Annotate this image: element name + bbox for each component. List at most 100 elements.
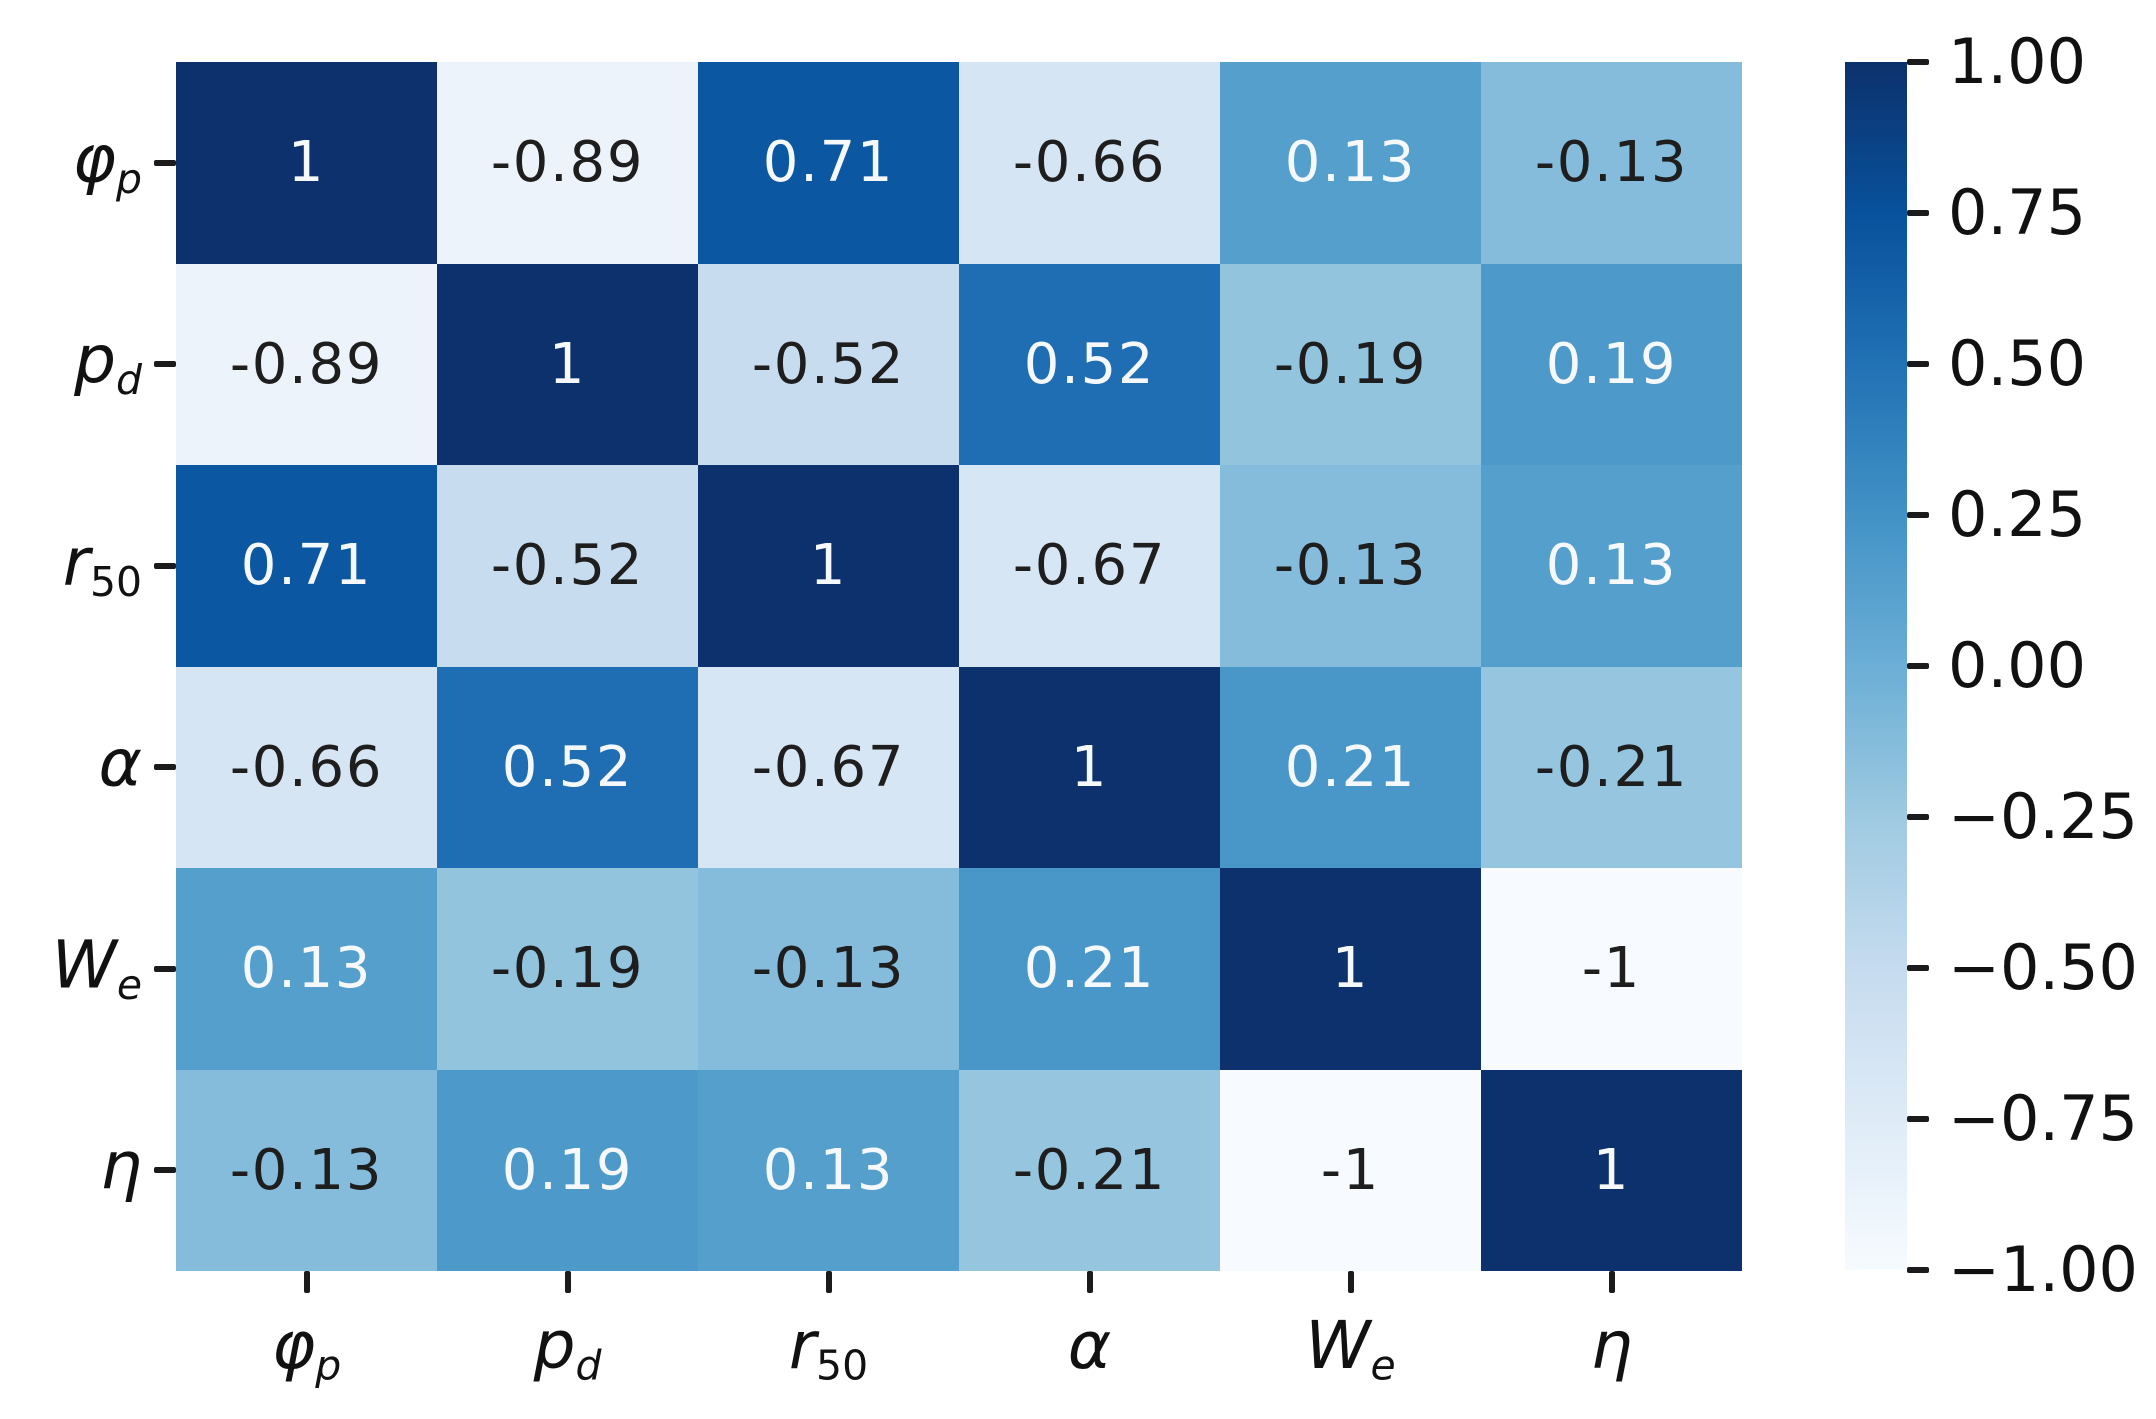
axis-label-base: W xyxy=(1305,1307,1371,1384)
axis-label-subscript: d xyxy=(575,1341,602,1390)
axis-label-base: η xyxy=(100,1127,142,1205)
y-axis-tick xyxy=(154,764,176,771)
cell-value: -0.66 xyxy=(229,734,384,800)
cell-value: 1 xyxy=(1331,936,1370,1002)
heatmap-cell: -1 xyxy=(1481,868,1742,1070)
cell-value: 0.21 xyxy=(1284,734,1417,800)
x-axis-label: α xyxy=(1068,1313,1112,1386)
colorbar-tick-label: 0.00 xyxy=(1948,629,2087,702)
x-axis-label: pd xyxy=(534,1313,602,1386)
heatmap-cell: -0.21 xyxy=(959,1069,1220,1271)
colorbar-tick-label: 0.50 xyxy=(1948,327,2087,400)
heatmap-cell: 0.21 xyxy=(1220,666,1481,868)
heatmap: 1 -0.89 0.71 -0.66 0.13 -0.13 -0.89 1 -0.52 0.52 -… xyxy=(176,62,1742,1271)
axis-label-subscript: e xyxy=(1370,1341,1396,1390)
axis-label-subscript: 50 xyxy=(89,557,142,606)
axis-label-base: φ xyxy=(271,1307,316,1384)
cell-value: 0.71 xyxy=(762,130,895,196)
x-axis-tick xyxy=(303,1271,310,1293)
heatmap-cell: 0.13 xyxy=(1220,62,1481,264)
y-axis-label: η xyxy=(100,1133,142,1207)
cell-value: -0.13 xyxy=(229,1137,384,1203)
x-axis-label: r50 xyxy=(789,1313,868,1386)
axis-label-base: r xyxy=(62,523,90,601)
cell-value: -0.67 xyxy=(1012,533,1167,599)
cell-value: 1 xyxy=(287,130,326,196)
cell-value: -0.52 xyxy=(751,331,906,397)
y-axis-label: φp xyxy=(72,126,142,199)
heatmap-cell: 0.19 xyxy=(437,1069,698,1271)
colorbar-tick-label: 0.75 xyxy=(1948,176,2087,249)
colorbar-tick xyxy=(1907,59,1929,65)
axis-label-base: φ xyxy=(72,120,117,198)
colorbar-tick xyxy=(1907,361,1929,367)
cell-value: 0.13 xyxy=(1284,130,1417,196)
heatmap-cell: -0.52 xyxy=(437,465,698,667)
cell-value: -0.13 xyxy=(1534,130,1689,196)
heatmap-cell: 0.21 xyxy=(959,868,1220,1070)
heatmap-cell: -0.19 xyxy=(437,868,698,1070)
x-axis-tick xyxy=(564,1271,571,1293)
cell-value: -0.19 xyxy=(1273,331,1428,397)
cell-value: 0.52 xyxy=(1023,331,1156,397)
heatmap-cell: 0.13 xyxy=(176,868,437,1070)
cell-value: 0.19 xyxy=(501,1137,634,1203)
cell-value: -0.19 xyxy=(490,936,645,1002)
heatmap-cell: 0.19 xyxy=(1481,263,1742,465)
cell-value: 0.13 xyxy=(1545,533,1678,599)
axis-label-base: p xyxy=(74,321,117,399)
heatmap-cell: -0.66 xyxy=(176,666,437,868)
colorbar-tick-label: −1.00 xyxy=(1948,1233,2138,1306)
cell-value: 1 xyxy=(1592,1137,1631,1203)
cell-value: 1 xyxy=(809,533,848,599)
cell-value: 0.71 xyxy=(240,533,373,599)
y-axis-label: α xyxy=(98,730,142,804)
y-axis-label: r50 xyxy=(63,529,142,602)
heatmap-cell: 0.52 xyxy=(437,666,698,868)
heatmap-cell: -1 xyxy=(1220,1069,1481,1271)
heatmap-cell: 1 xyxy=(176,62,437,264)
x-axis-tick xyxy=(825,1271,832,1293)
y-axis-label: We xyxy=(52,932,142,1005)
heatmap-cell: 0.13 xyxy=(698,1069,959,1271)
cell-value: -0.66 xyxy=(1012,130,1167,196)
cell-value: -0.89 xyxy=(490,130,645,196)
axis-label-subscript: e xyxy=(116,960,142,1009)
heatmap-cell: 0.71 xyxy=(698,62,959,264)
colorbar-tick xyxy=(1907,814,1929,820)
x-axis-label: φp xyxy=(272,1313,342,1386)
y-axis-tick xyxy=(154,1167,176,1174)
heatmap-cell: -0.89 xyxy=(437,62,698,264)
heatmap-cell: 1 xyxy=(959,666,1220,868)
heatmap-cell: 1 xyxy=(437,263,698,465)
x-axis-tick xyxy=(1086,1271,1093,1293)
cell-value: -0.21 xyxy=(1012,1137,1167,1203)
heatmap-cell: 1 xyxy=(698,465,959,667)
cell-value: 0.21 xyxy=(1023,936,1156,1002)
heatmap-cell: -0.21 xyxy=(1481,666,1742,868)
axis-label-base: η xyxy=(1590,1307,1633,1384)
heatmap-cell: 1 xyxy=(1481,1069,1742,1271)
cell-value: 0.13 xyxy=(762,1137,895,1203)
cell-value: -0.89 xyxy=(229,331,384,397)
heatmap-cell: 1 xyxy=(1220,868,1481,1070)
heatmap-cell: 0.52 xyxy=(959,263,1220,465)
axis-label-base: p xyxy=(533,1307,576,1384)
heatmap-cell: -0.67 xyxy=(698,666,959,868)
cell-value: -0.13 xyxy=(751,936,906,1002)
cell-value: -0.52 xyxy=(490,533,645,599)
axis-label-subscript: p xyxy=(116,154,142,203)
heatmap-cell: -0.13 xyxy=(1220,465,1481,667)
y-axis-tick xyxy=(154,361,176,368)
cell-value: -1 xyxy=(1320,1137,1381,1203)
y-axis-label: pd xyxy=(74,327,142,405)
y-axis-tick xyxy=(154,965,176,972)
heatmap-cell: -0.52 xyxy=(698,263,959,465)
colorbar-tick xyxy=(1907,512,1929,518)
cell-value: 0.19 xyxy=(1545,331,1678,397)
axis-label-subscript: d xyxy=(116,356,142,405)
cell-value: 1 xyxy=(548,331,587,397)
cell-value: 0.52 xyxy=(501,734,634,800)
colorbar-tick-label: 0.25 xyxy=(1948,478,2087,551)
